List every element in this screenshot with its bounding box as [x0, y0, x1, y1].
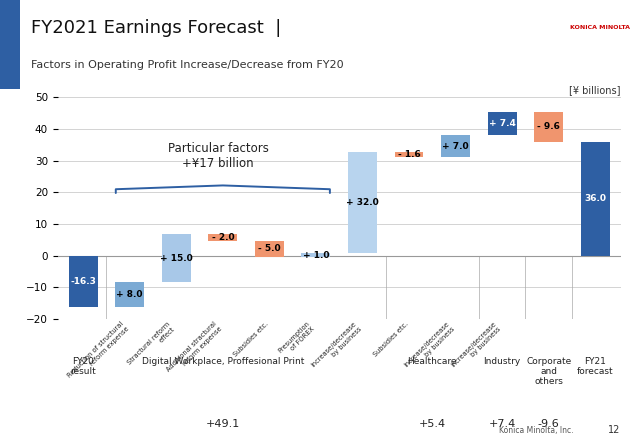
Bar	[301, 253, 330, 256]
Text: KONICA MINOLTA: KONICA MINOLTA	[570, 25, 630, 30]
Text: + 1.0: + 1.0	[303, 251, 329, 260]
Text: Stractural reform
effect: Stractural reform effect	[127, 321, 176, 370]
Text: FY2021 Earnings Forecast  |: FY2021 Earnings Forecast |	[31, 19, 281, 38]
Bar	[348, 152, 377, 253]
Bar	[255, 241, 284, 256]
Text: 36.0: 36.0	[584, 194, 606, 203]
Text: +7.4: +7.4	[488, 419, 516, 429]
Bar	[162, 234, 191, 282]
Bar	[580, 142, 610, 256]
Text: - 2.0: - 2.0	[212, 233, 234, 242]
Text: + 32.0: + 32.0	[346, 198, 379, 207]
Text: Konica Minolta, Inc.: Konica Minolta, Inc.	[499, 426, 573, 435]
Text: - 1.6: - 1.6	[397, 150, 420, 159]
Text: FY21
forecast: FY21 forecast	[577, 357, 614, 376]
Text: Subsidies etc.: Subsidies etc.	[232, 321, 269, 358]
Text: + 8.0: + 8.0	[116, 290, 143, 299]
Bar	[115, 282, 144, 307]
Text: +49.1: +49.1	[205, 419, 240, 429]
Text: Increase/decrease
by business: Increase/decrease by business	[310, 321, 362, 373]
Text: Particular factors
+¥17 billion: Particular factors +¥17 billion	[168, 142, 269, 170]
Text: - 5.0: - 5.0	[258, 244, 281, 253]
Text: Subsidies etc.: Subsidies etc.	[372, 321, 409, 358]
Text: Digital Workplace, Proffesional Print: Digital Workplace, Proffesional Print	[141, 357, 304, 365]
Text: + 7.4: + 7.4	[489, 119, 516, 128]
Text: Industry: Industry	[483, 357, 521, 365]
Text: Additional stractural
reform expense: Additional stractural reform expense	[166, 321, 223, 378]
Text: Reduction of structural
reform expense: Reduction of structural reform expense	[67, 321, 130, 384]
Bar	[0, 0, 20, 89]
Text: FY20
result: FY20 result	[70, 357, 96, 376]
Text: Increase/decrease
by business: Increase/decrease by business	[450, 321, 502, 373]
Text: Presumption
of FOREX: Presumption of FOREX	[277, 321, 316, 359]
Text: 12: 12	[609, 425, 621, 435]
Text: -16.3: -16.3	[70, 277, 96, 286]
Bar	[441, 135, 470, 157]
Text: + 15.0: + 15.0	[160, 254, 193, 263]
Text: Corporate
and
others: Corporate and others	[526, 357, 572, 386]
Text: [¥ billions]: [¥ billions]	[570, 85, 621, 95]
Text: -9.6: -9.6	[538, 419, 559, 429]
Bar	[395, 152, 424, 157]
Text: Healthcare: Healthcare	[408, 357, 457, 365]
Text: + 7.0: + 7.0	[442, 142, 469, 151]
Text: - 9.6: - 9.6	[537, 122, 560, 132]
Text: +5.4: +5.4	[419, 419, 446, 429]
Text: Increase/decrease
by business: Increase/decrease by business	[403, 321, 456, 373]
Bar	[488, 112, 516, 135]
Bar	[68, 256, 98, 307]
Text: Factors in Operating Profit Increase/Decrease from FY20: Factors in Operating Profit Increase/Dec…	[31, 60, 343, 70]
Bar	[209, 234, 237, 241]
Bar	[534, 112, 563, 142]
